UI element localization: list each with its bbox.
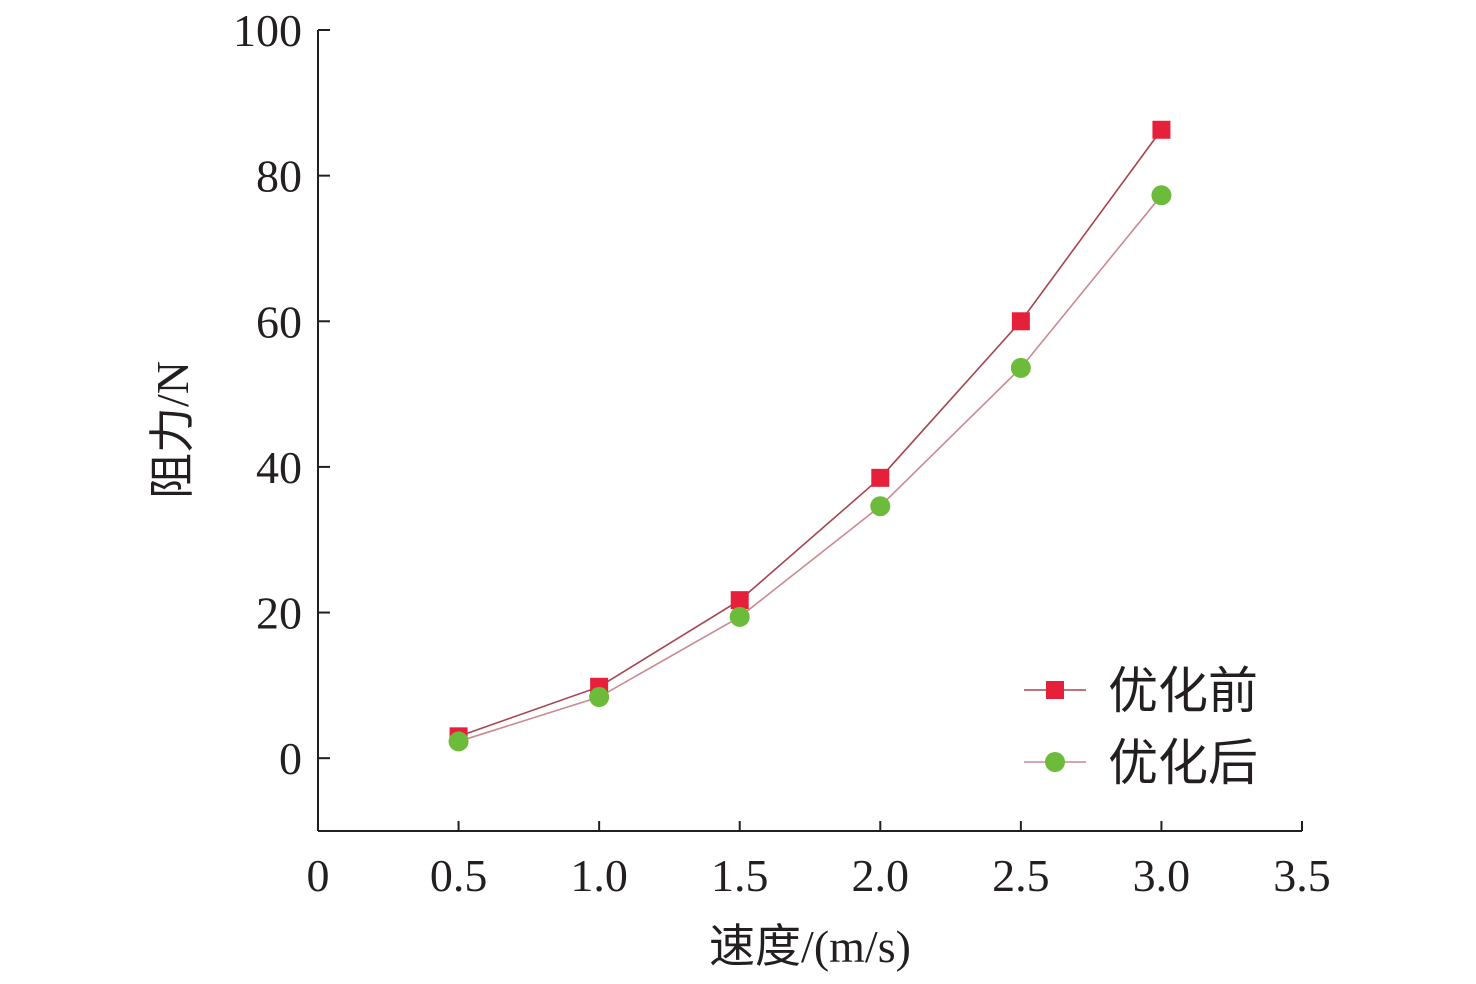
y-tick-label: 60: [256, 296, 302, 347]
series-2-point: [729, 606, 750, 627]
x-tick-label: 3.5: [1273, 850, 1331, 901]
x-tick-label: 0.5: [430, 850, 488, 901]
x-axis-title: 速度/(m/s): [709, 921, 911, 972]
series-line-1: [458, 129, 1163, 738]
y-ticks: 0 20 40 60 80 100: [233, 5, 330, 784]
x-tick-label: 0: [307, 850, 330, 901]
y-axis-title: 阻力/N: [147, 361, 198, 499]
x-tick-label: 2.5: [992, 850, 1050, 901]
legend-marker-2: [1045, 752, 1065, 772]
x-tick-label: 3.0: [1133, 850, 1191, 901]
series-1-point: [1152, 120, 1171, 139]
y-tick-label: 100: [233, 5, 302, 56]
series-1-point: [730, 591, 749, 610]
y-tick-label: 80: [256, 151, 302, 202]
series: [448, 120, 1172, 752]
y-tick-label: 20: [256, 588, 302, 639]
legend-marker-1: [1046, 681, 1064, 699]
series-2-point: [448, 731, 469, 752]
y-tick-label: 0: [279, 733, 302, 784]
x-tick-label: 1.5: [711, 850, 769, 901]
series-2-point: [870, 496, 891, 517]
legend-label-1: 优化前: [1108, 663, 1258, 719]
axes: [317, 30, 1302, 832]
legend-label-2: 优化后: [1108, 735, 1258, 791]
series-2-point: [1010, 357, 1031, 378]
series-line-2: [458, 194, 1163, 743]
series-2-point: [1151, 185, 1172, 206]
series-1-point: [871, 468, 890, 487]
x-tick-label: 2.0: [852, 850, 910, 901]
y-tick-label: 40: [256, 442, 302, 493]
series-1-point: [1011, 312, 1030, 331]
x-ticks: 0 0.5 1.0 1.5 2.0 2.5 3.0 3.5: [307, 821, 1331, 901]
x-tick-label: 1.0: [570, 850, 628, 901]
series-2-point: [589, 687, 610, 708]
